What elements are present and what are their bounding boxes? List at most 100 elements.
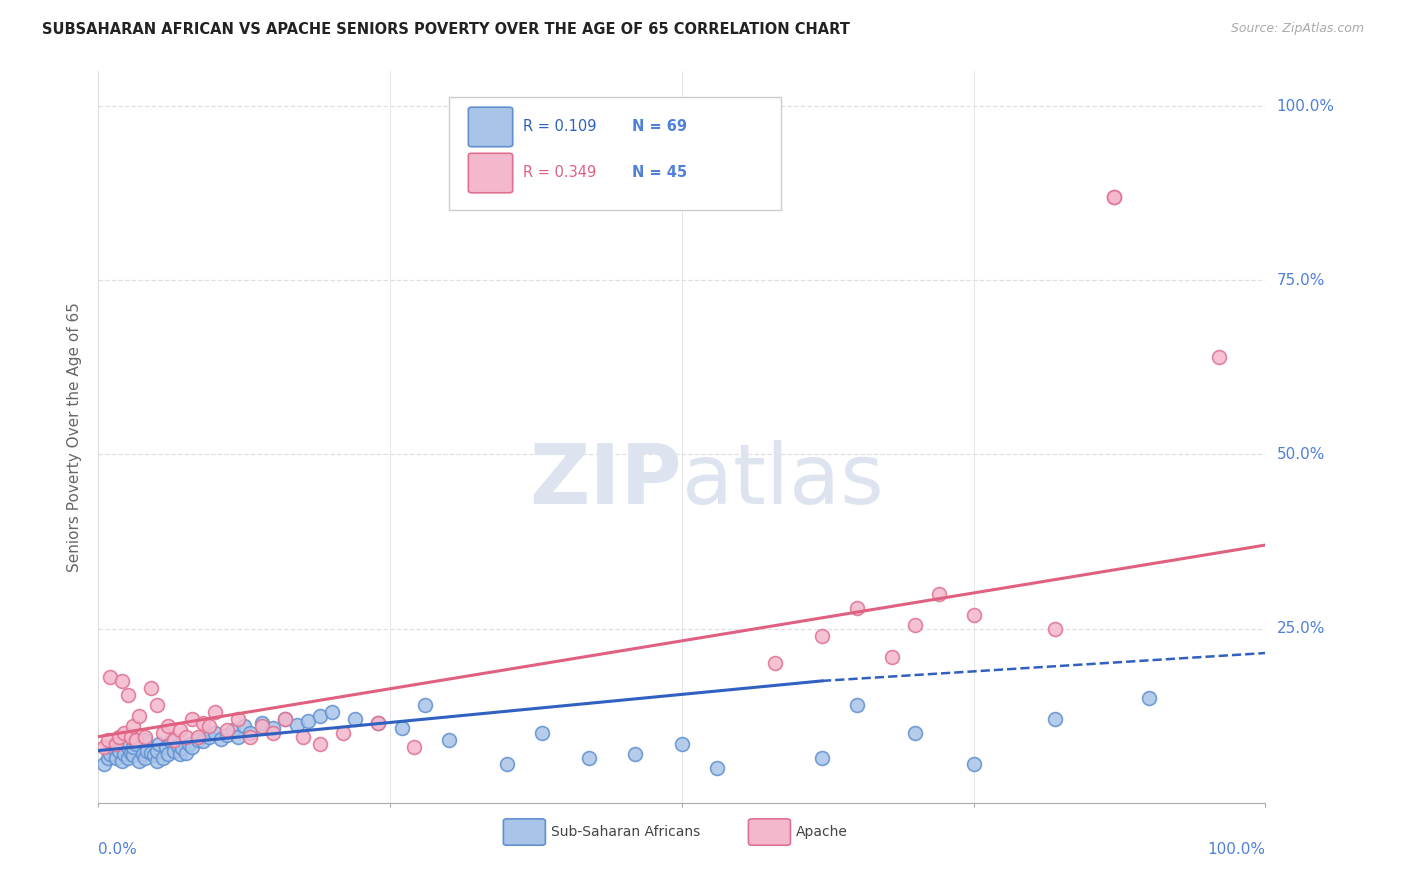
Point bbox=[1137, 691, 1160, 706]
Point bbox=[413, 698, 436, 713]
Point bbox=[846, 698, 869, 713]
Point bbox=[139, 746, 162, 760]
Text: Source: ZipAtlas.com: Source: ZipAtlas.com bbox=[1230, 22, 1364, 36]
Point bbox=[228, 712, 250, 726]
Point bbox=[233, 719, 256, 733]
Point bbox=[179, 737, 201, 751]
Point bbox=[152, 726, 174, 740]
Point bbox=[198, 719, 221, 733]
Point bbox=[215, 723, 238, 737]
Point bbox=[174, 730, 197, 744]
Point bbox=[367, 715, 389, 730]
Point bbox=[152, 750, 174, 764]
Point bbox=[221, 723, 243, 737]
Point bbox=[1102, 190, 1125, 204]
Point bbox=[134, 750, 156, 764]
Point bbox=[139, 681, 162, 695]
Point bbox=[763, 657, 786, 671]
Point bbox=[496, 757, 519, 772]
Text: Apache: Apache bbox=[796, 825, 848, 839]
Point bbox=[215, 727, 238, 741]
Point bbox=[904, 618, 927, 632]
Text: atlas: atlas bbox=[682, 441, 883, 522]
Point bbox=[117, 688, 139, 702]
Text: 75.0%: 75.0% bbox=[1277, 273, 1324, 288]
Text: N = 45: N = 45 bbox=[631, 165, 688, 180]
Point bbox=[1208, 350, 1230, 364]
Point bbox=[309, 708, 332, 723]
Point bbox=[530, 726, 553, 740]
Point bbox=[132, 747, 155, 761]
Point bbox=[706, 761, 728, 775]
Point bbox=[180, 712, 202, 726]
Point bbox=[297, 714, 319, 728]
Point bbox=[846, 600, 869, 615]
Point bbox=[163, 733, 186, 747]
Point bbox=[122, 719, 145, 733]
Point bbox=[1102, 190, 1125, 204]
Point bbox=[209, 731, 232, 746]
Point bbox=[111, 754, 134, 768]
Point bbox=[250, 719, 273, 733]
Point bbox=[285, 718, 308, 732]
Point bbox=[187, 733, 209, 747]
Point bbox=[169, 723, 191, 737]
Point bbox=[112, 726, 135, 740]
Point bbox=[262, 726, 284, 740]
Point bbox=[204, 726, 226, 740]
Point bbox=[880, 649, 903, 664]
Point bbox=[291, 730, 314, 744]
Text: ZIP: ZIP bbox=[530, 441, 682, 522]
Point bbox=[120, 746, 142, 760]
Point bbox=[367, 715, 389, 730]
Point bbox=[163, 743, 186, 757]
FancyBboxPatch shape bbox=[468, 107, 513, 146]
Point bbox=[274, 712, 297, 726]
Point bbox=[904, 726, 927, 740]
Point bbox=[309, 737, 332, 751]
Point bbox=[402, 740, 425, 755]
FancyBboxPatch shape bbox=[468, 153, 513, 193]
Point bbox=[117, 750, 139, 764]
FancyBboxPatch shape bbox=[748, 819, 790, 846]
Point bbox=[157, 747, 180, 761]
Point bbox=[122, 748, 145, 763]
Y-axis label: Seniors Poverty Over the Age of 65: Seniors Poverty Over the Age of 65 bbox=[67, 302, 83, 572]
Point bbox=[108, 730, 131, 744]
Point bbox=[108, 743, 131, 757]
Point bbox=[962, 757, 984, 772]
Point bbox=[97, 733, 120, 747]
Point bbox=[148, 737, 170, 751]
FancyBboxPatch shape bbox=[503, 819, 546, 846]
Text: R = 0.109: R = 0.109 bbox=[523, 119, 596, 134]
Point bbox=[332, 726, 354, 740]
Point bbox=[1045, 712, 1067, 726]
Point bbox=[811, 629, 834, 643]
Point bbox=[155, 740, 177, 755]
Point bbox=[128, 754, 150, 768]
Point bbox=[172, 741, 194, 756]
Point bbox=[193, 734, 215, 748]
Point bbox=[146, 698, 169, 713]
Point bbox=[624, 747, 647, 761]
Point bbox=[159, 734, 181, 748]
Point bbox=[1045, 622, 1067, 636]
Point bbox=[104, 750, 127, 764]
Point bbox=[204, 705, 226, 719]
Point bbox=[136, 743, 159, 757]
Text: 0.0%: 0.0% bbox=[98, 842, 138, 856]
Point bbox=[98, 670, 121, 684]
Point bbox=[111, 673, 134, 688]
Point bbox=[174, 746, 197, 760]
Point bbox=[578, 750, 600, 764]
Point bbox=[125, 733, 148, 747]
Point bbox=[437, 733, 460, 747]
Point bbox=[93, 740, 115, 755]
Point bbox=[98, 747, 121, 761]
Point bbox=[671, 737, 693, 751]
Text: 100.0%: 100.0% bbox=[1277, 99, 1334, 113]
Point bbox=[250, 715, 273, 730]
Point bbox=[146, 754, 169, 768]
Point bbox=[169, 747, 191, 761]
Point bbox=[180, 740, 202, 755]
